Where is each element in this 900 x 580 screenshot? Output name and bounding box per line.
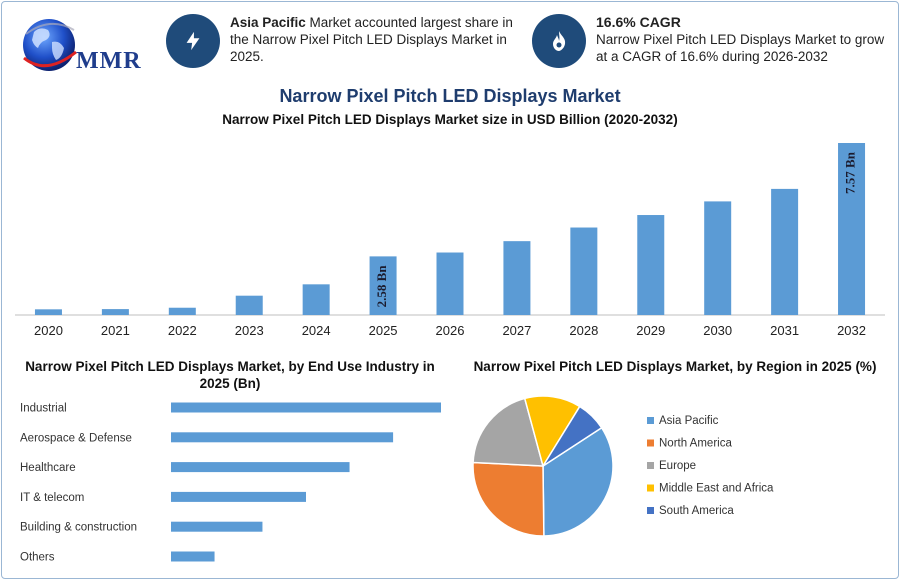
hbar-0 — [171, 402, 441, 413]
legend-label: Middle East and Africa — [659, 483, 774, 495]
bar-2029 — [637, 215, 665, 315]
bar-2031 — [771, 188, 799, 315]
x-tick-label: 2029 — [636, 323, 665, 338]
lightning-icon — [166, 14, 220, 68]
x-tick-label: 2031 — [770, 323, 799, 338]
legend-swatch — [647, 484, 654, 492]
x-tick-label: 2023 — [235, 323, 264, 338]
hbar-4 — [171, 521, 263, 532]
cagr-title: 16.6% CAGR — [596, 14, 681, 30]
bar-2032 — [838, 143, 866, 315]
end-use-bar-chart: Industrial Aerospace & Defense Healthcare I… — [20, 402, 441, 564]
mmr-logo: MMR — [14, 12, 144, 78]
bar-2020 — [34, 309, 62, 315]
pie-slice-3 — [523, 395, 581, 468]
pie-slice-4 — [542, 405, 603, 467]
cagr-note: 16.6% CAGR Narrow Pixel Pitch LED Displa… — [596, 14, 886, 65]
legend-swatch — [647, 417, 654, 424]
category-label: Industrial — [20, 403, 67, 415]
bar-2026 — [436, 252, 464, 315]
x-tick-label: 2026 — [436, 323, 465, 338]
hbar-1 — [171, 432, 394, 443]
region-share-bold: Asia Pacific — [230, 15, 306, 30]
category-label: Healthcare — [20, 462, 76, 474]
bar-data-label: 7.57 Bn — [843, 151, 858, 194]
legend-swatch — [647, 439, 654, 447]
x-tick-label: 2020 — [34, 323, 63, 338]
bar-2025 — [369, 256, 397, 315]
hbar-2 — [171, 462, 350, 473]
bar-2028 — [570, 227, 598, 315]
end-use-chart-title: Narrow Pixel Pitch LED Displays Market, … — [25, 359, 435, 391]
bar-2022 — [168, 307, 196, 315]
category-label: Others — [20, 552, 55, 564]
bar-2023 — [235, 295, 263, 315]
x-tick-label: 2032 — [837, 323, 866, 338]
bar-2021 — [101, 309, 129, 315]
bar-chart-title: Narrow Pixel Pitch LED Displays Market s… — [222, 112, 678, 127]
region-share-text: Market accounted largest share in the Na… — [230, 15, 513, 64]
legend-label: North America — [659, 438, 732, 450]
x-tick-label: 2024 — [302, 323, 331, 338]
legend-label: Asia Pacific — [659, 415, 719, 427]
category-label: Building & construction — [20, 522, 137, 534]
legend-label: South America — [659, 505, 734, 517]
x-tick-label: 2027 — [502, 323, 531, 338]
region-pie-chart: Asia Pacific North America Europe Middle Ea… — [472, 395, 774, 537]
x-tick-label: 2022 — [168, 323, 197, 338]
x-tick-label: 2028 — [569, 323, 598, 338]
pie-slice-1 — [472, 461, 545, 537]
main-title: Narrow Pixel Pitch LED Displays Market — [279, 86, 621, 106]
hbar-3 — [171, 491, 306, 502]
bar-data-label: 2.58 Bn — [374, 265, 389, 308]
legend-swatch — [647, 507, 654, 514]
category-label: Aerospace & Defense — [20, 432, 132, 444]
hbar-5 — [171, 551, 215, 562]
flame-icon — [532, 14, 586, 68]
region-chart-title: Narrow Pixel Pitch LED Displays Market, … — [473, 359, 877, 374]
bar-2027 — [503, 241, 531, 315]
region-share-note: Asia Pacific Market accounted largest sh… — [230, 14, 520, 65]
globe-icon — [23, 19, 77, 71]
bar-2030 — [704, 201, 732, 315]
category-label: IT & telecom — [20, 492, 84, 504]
market-size-bar-chart: 2020 2021 2022 2023 2024 2025 2026 2027 2028 2029… — [15, 143, 885, 338]
legend-label: Europe — [659, 460, 696, 472]
x-tick-label: 2021 — [101, 323, 130, 338]
x-tick-label: 2030 — [703, 323, 732, 338]
legend-swatch — [647, 462, 654, 469]
logo-text: MMR — [76, 48, 142, 74]
pie-slice-2 — [472, 397, 544, 467]
x-tick-label: 2025 — [369, 323, 398, 338]
cagr-text: Narrow Pixel Pitch LED Displays Market t… — [596, 32, 885, 64]
bar-2024 — [302, 284, 330, 315]
